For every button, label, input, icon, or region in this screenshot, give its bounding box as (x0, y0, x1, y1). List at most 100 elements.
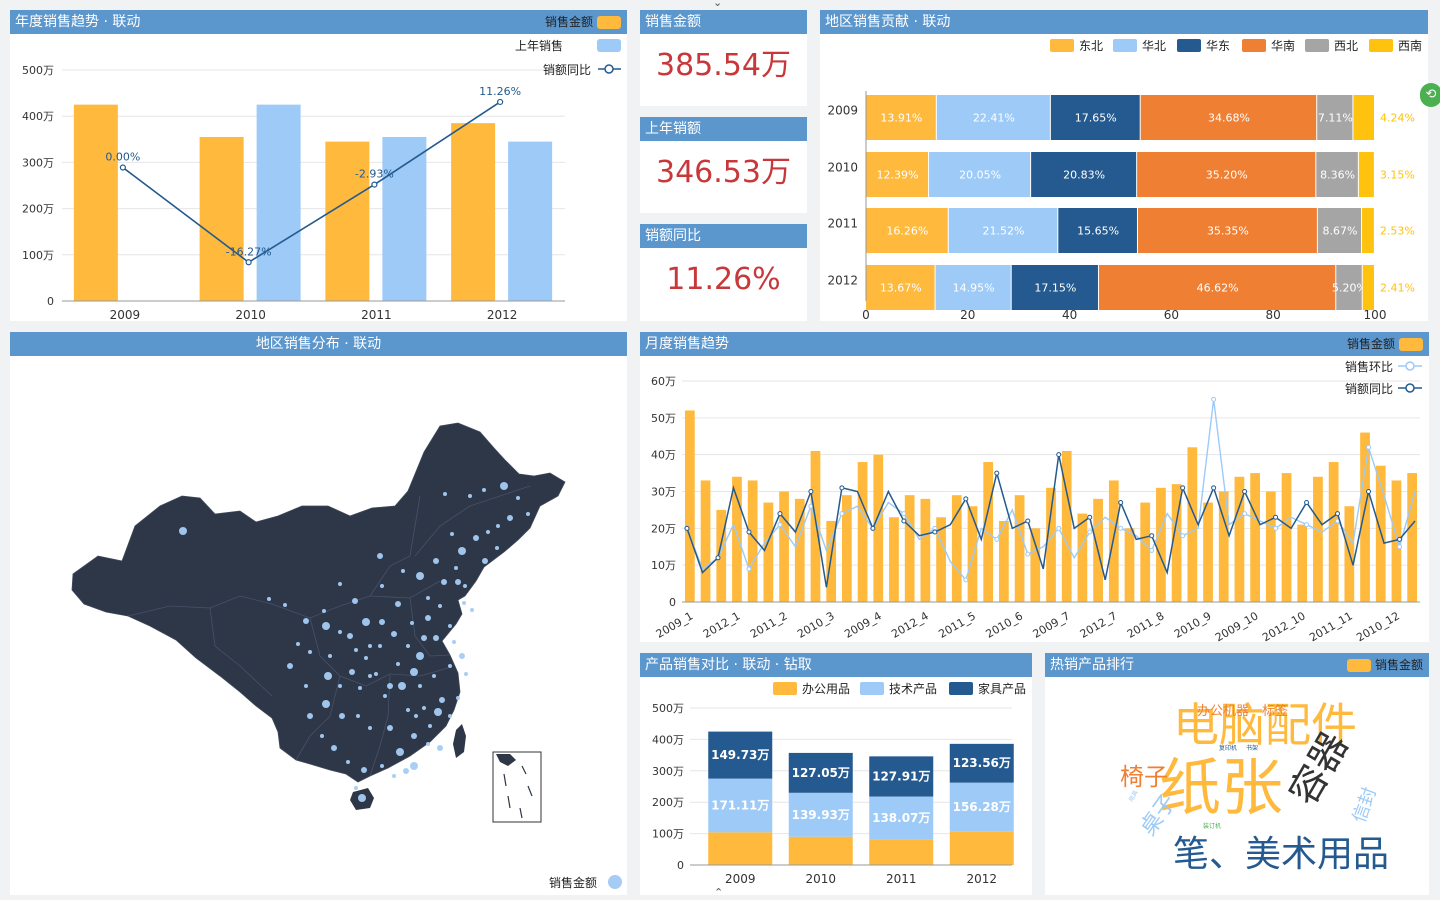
word-cloud-item[interactable]: 标签 (1262, 703, 1288, 719)
bar-segment-华北 (935, 265, 1011, 310)
bar-segment-技术产品 (949, 782, 1014, 832)
panel-title: 热销产品排行 (1050, 657, 1134, 673)
legend-sales[interactable]: 销售金额 (1346, 653, 1423, 677)
bar-sales (1328, 462, 1339, 602)
word-cloud-item[interactable]: 书架 (1246, 744, 1258, 752)
map-legend[interactable]: 销售金额 (549, 875, 622, 890)
y-tick-label: 200万 (22, 203, 54, 216)
bar-segment-西北 (1317, 95, 1353, 140)
city-dot (322, 622, 330, 630)
city-dot (448, 624, 452, 628)
city-dot (320, 734, 324, 738)
segment-label: 20.83% (1063, 169, 1105, 182)
legend-swatch (1305, 39, 1329, 52)
bar-segment-东北 (866, 265, 935, 310)
city-dot (287, 663, 293, 669)
x-tick-label: 2010 (805, 872, 836, 886)
city-dot (441, 579, 447, 585)
bar-sales (684, 410, 695, 602)
city-dot (463, 584, 467, 588)
legend-sales[interactable]: 销售金额 (1347, 332, 1423, 356)
bar-sales (889, 517, 899, 602)
city-dot (486, 530, 490, 534)
bar-sales (1407, 473, 1418, 602)
city-dot (416, 652, 424, 660)
segment-label: 46.62% (1197, 282, 1239, 295)
city-dot (387, 725, 393, 731)
monthly-legend[interactable]: 销售环比 销额同比 (1345, 359, 1422, 396)
city-dot (496, 524, 500, 528)
line-point (777, 511, 783, 517)
line-point (777, 522, 783, 528)
legend-swatch (1369, 39, 1393, 52)
city-dot (338, 684, 342, 688)
legend-swatch (860, 682, 884, 695)
word-cloud-item[interactable]: 纸张 (1159, 751, 1283, 824)
legend-sales[interactable]: 销售金额 (545, 10, 621, 34)
legend-yoy-marker (1405, 383, 1415, 393)
bar-segment-华南 (1140, 95, 1317, 140)
bar-sales (763, 502, 774, 602)
x-tick-label: 2012 (966, 872, 997, 886)
city-dot (391, 631, 397, 637)
city-dot (354, 648, 358, 652)
bar-上年销售 (256, 104, 301, 302)
region-contribution-panel: 地区销售贡献 · 联动 东北 华北 华东 华南 西北 西南 13.91% 22.41% 17.… (820, 10, 1428, 321)
x-tick-label: 2012_1 (701, 609, 743, 641)
city-dot (304, 684, 308, 688)
legend-swatch (773, 682, 797, 695)
bar-segment-西南 (1362, 208, 1374, 253)
expand-icon[interactable]: ⟲ (1420, 83, 1440, 107)
bar-segment-华南 (1137, 152, 1316, 197)
x-tick-label: 2012_10 (1260, 609, 1308, 642)
word-cloud-item[interactable]: 复印机 (1219, 744, 1237, 752)
panel-header: 产品销售对比 · 联动 · 钻取 (640, 653, 1032, 677)
city-dot (459, 653, 465, 659)
annual-legend[interactable]: 上年销售 销额同比 (515, 38, 621, 77)
line-point (1025, 518, 1031, 524)
city-dot (361, 767, 367, 773)
bar-segment-家具产品 (788, 752, 853, 793)
city-dot (426, 742, 430, 746)
legend-swatch (1177, 39, 1201, 52)
bar-segment-西南 (1358, 152, 1374, 197)
city-dot (322, 609, 326, 613)
bar-sales (1297, 524, 1308, 602)
word-cloud-item[interactable]: 信封 (1349, 785, 1381, 826)
city-dot (179, 527, 187, 535)
bar-segment-技术产品 (708, 778, 773, 833)
kpi-yoy: 销额同比 11.26% (640, 224, 807, 321)
city-dot (380, 764, 384, 768)
bar-sales (904, 495, 915, 602)
legend-yoy-label: 销额同比 (1345, 382, 1393, 396)
x-tick-label: 0 (862, 308, 870, 321)
line-point (901, 518, 907, 524)
bar-sales (857, 462, 868, 602)
y-tick-label: 30万 (651, 486, 676, 499)
x-tick-label: 40 (1062, 308, 1077, 321)
city-dot (354, 786, 358, 790)
kpi-last-title: 上年销额 (640, 117, 807, 141)
collapse-up-icon[interactable]: ⌄ (713, 0, 723, 9)
expand-down-icon[interactable]: ⌃ (714, 886, 724, 899)
word-cloud-item[interactable]: 办公机器 (1197, 704, 1249, 719)
word-cloud-item[interactable]: 椅子 (1120, 763, 1168, 791)
bar-segment-东北 (866, 152, 929, 197)
word-cloud-item[interactable]: 笔、美术用品 (1173, 834, 1389, 875)
city-dot (296, 642, 300, 646)
city-dot (410, 762, 418, 770)
word-cloud-item[interactable]: 装订机 (1203, 822, 1221, 830)
legend-mom-label: 销售环比 (1345, 359, 1393, 374)
line-point (1087, 529, 1093, 535)
city-dot (473, 535, 479, 541)
bar-segment-技术产品 (869, 796, 934, 840)
bar-segment-西北 (1317, 208, 1362, 253)
y-tick-label: 0 (669, 596, 676, 609)
city-dot (421, 635, 427, 641)
x-tick-label: 2010 (235, 308, 266, 321)
word-cloud-item[interactable]: 电脑配件 (1173, 698, 1357, 752)
city-dot (368, 674, 372, 678)
city-dot (377, 553, 383, 559)
word-cloud-item[interactable]: 用具 (1128, 789, 1140, 803)
